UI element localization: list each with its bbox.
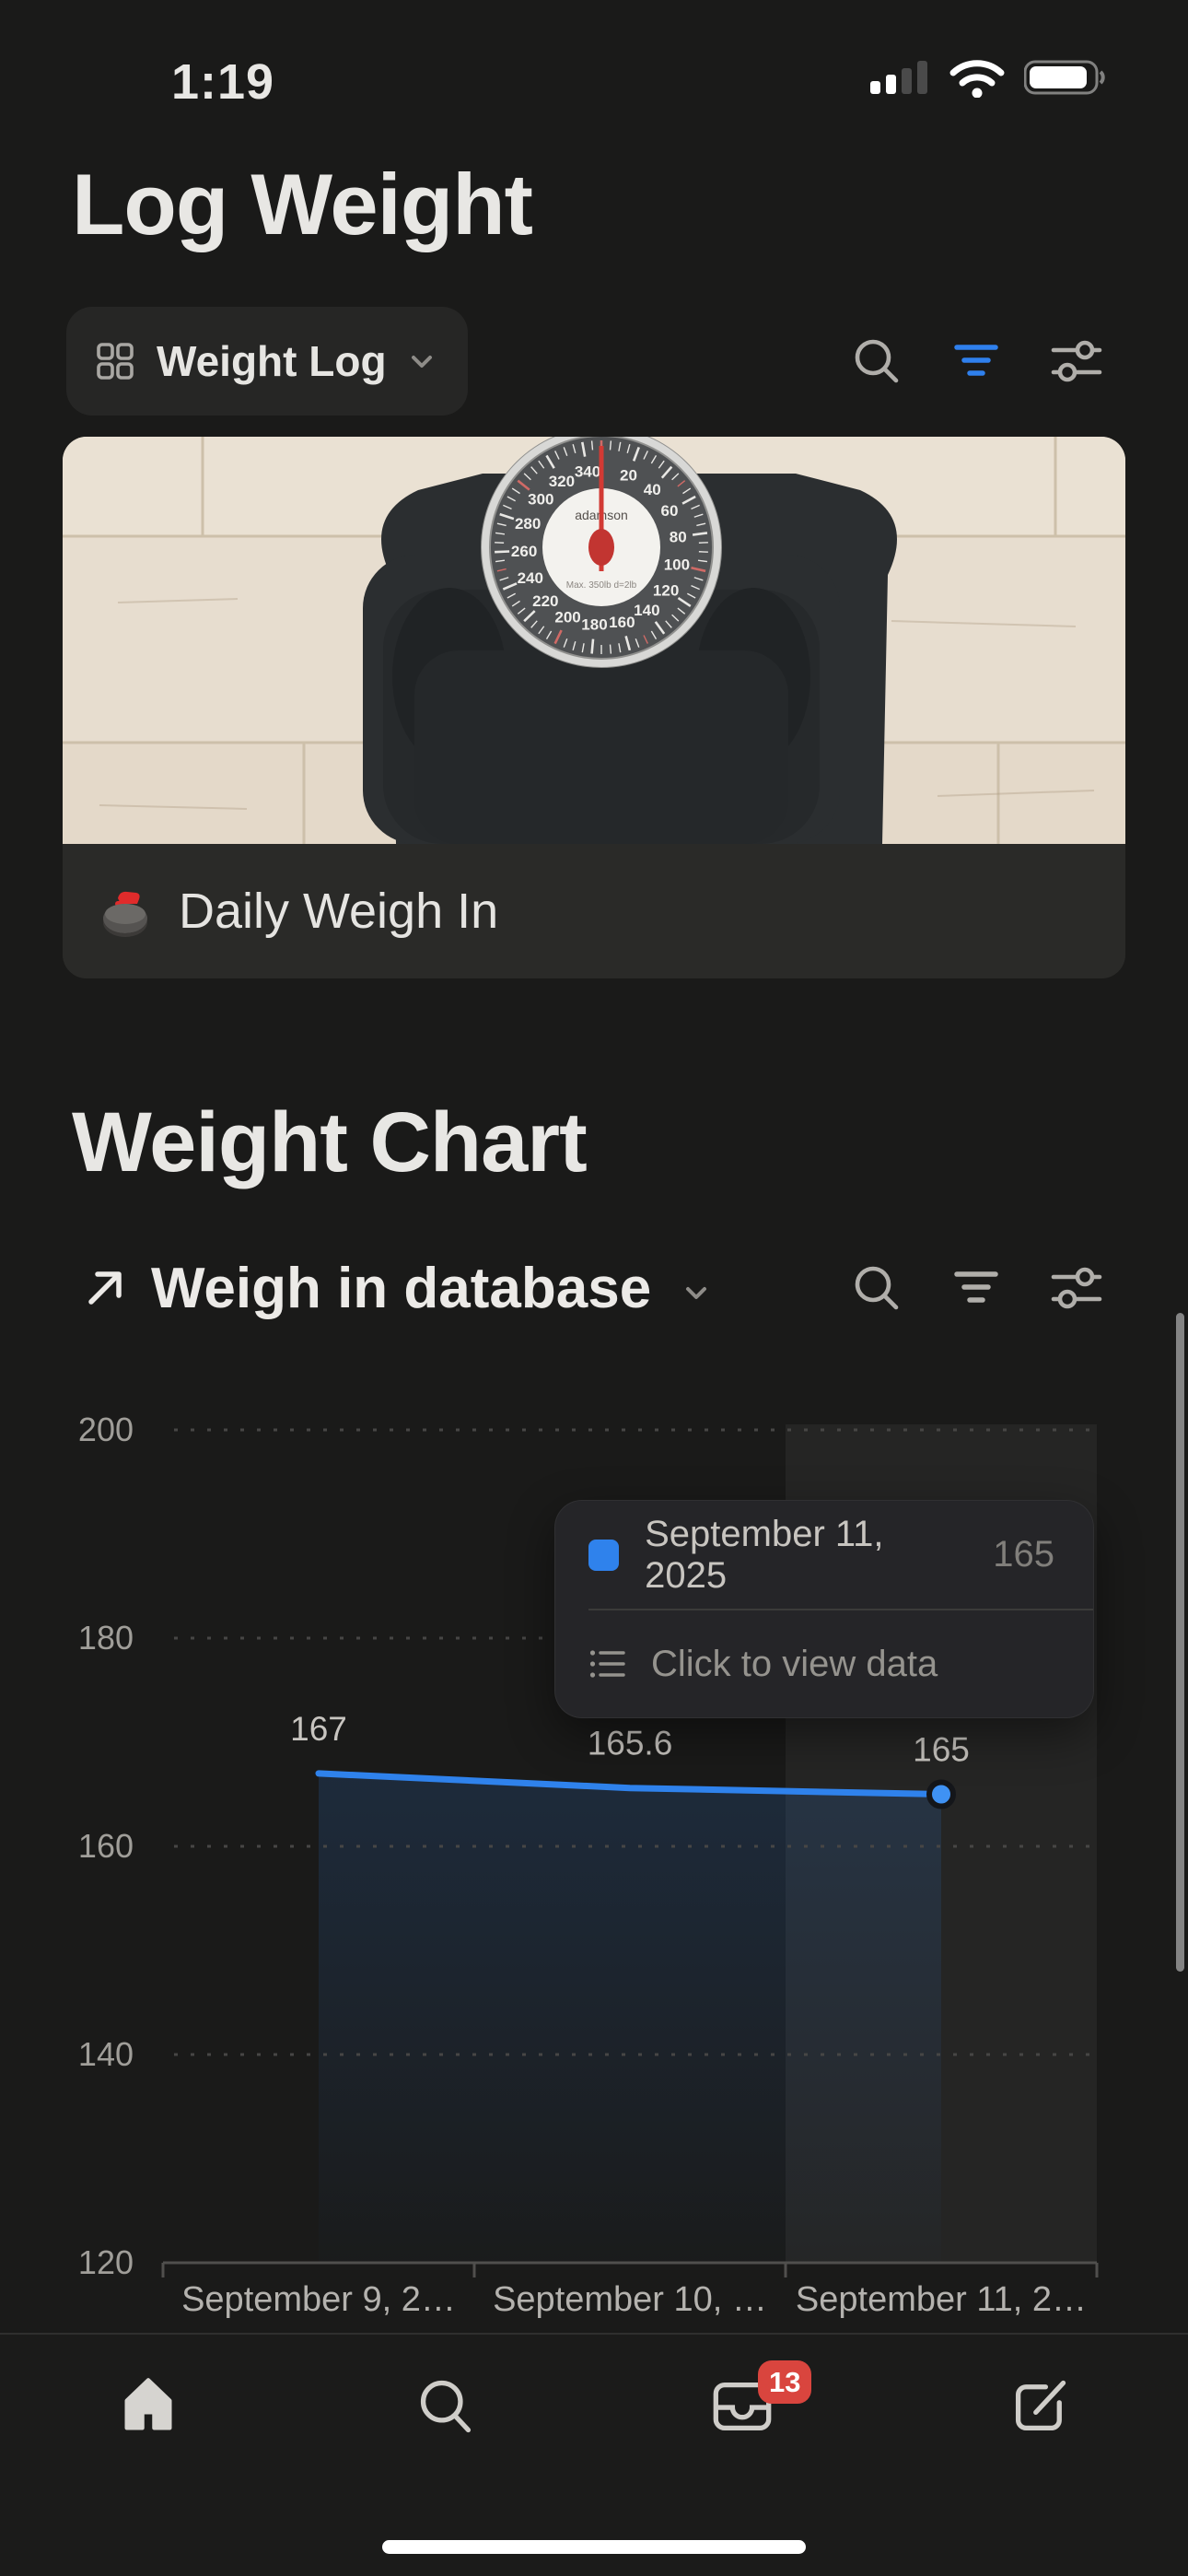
- weight-line-chart[interactable]: 200 180 160 140 120 September 9, 2… September …: [0, 1373, 1188, 2331]
- svg-text:260: 260: [511, 543, 537, 560]
- status-icons: [869, 57, 1109, 98]
- svg-text:60: 60: [661, 502, 679, 520]
- linked-database-label: Weigh in database: [151, 1256, 652, 1320]
- inbox-badge: 13: [758, 2360, 812, 2404]
- svg-text:September 11, 2…: September 11, 2…: [796, 2280, 1087, 2319]
- log-toolbar: [851, 335, 1103, 387]
- gallery-card-daily-weigh-in[interactable]: 20 40 60 80 100 120 140 160 180 200 220 240 260 280 30…: [63, 437, 1125, 978]
- cellular-signal-icon: [870, 61, 927, 94]
- log-controls-row: Weight Log: [0, 306, 1188, 416]
- card-caption-row: Daily Weigh In: [63, 844, 1125, 978]
- svg-text:160: 160: [609, 614, 635, 631]
- view-switcher-label: Weight Log: [157, 337, 387, 385]
- home-icon: [124, 2378, 172, 2430]
- chevron-down-icon: [686, 1287, 707, 1299]
- tooltip-view-data-action[interactable]: Click to view data: [555, 1610, 1093, 1717]
- svg-text:200: 200: [554, 609, 580, 626]
- view-switcher-weight-log[interactable]: Weight Log: [66, 307, 468, 416]
- svg-text:240: 240: [518, 569, 543, 587]
- svg-text:140: 140: [78, 2035, 134, 2073]
- svg-text:September 9, 2…: September 9, 2…: [181, 2280, 456, 2319]
- svg-text:340: 340: [575, 463, 600, 480]
- svg-text:20: 20: [620, 466, 637, 484]
- tooltip-date: September 11, 2025: [645, 1513, 884, 1596]
- wifi-icon: [949, 60, 1005, 98]
- compose-icon: [1015, 2380, 1066, 2431]
- series-swatch: [588, 1539, 620, 1571]
- nav-compose[interactable]: [891, 2335, 1188, 2576]
- svg-text:120: 120: [653, 581, 679, 599]
- linked-database-weigh-in[interactable]: Weigh in database: [81, 1256, 712, 1321]
- nav-home[interactable]: [0, 2335, 297, 2576]
- filter-icon[interactable]: [950, 1262, 1002, 1314]
- search-icon: [420, 2380, 471, 2433]
- arrow-up-right-icon: [88, 1271, 122, 1305]
- chart-toolbar: [851, 1262, 1103, 1314]
- svg-text:165.6: 165.6: [588, 1725, 673, 1762]
- chart-controls-row: Weigh in database: [0, 1233, 1188, 1343]
- svg-text:140: 140: [634, 602, 659, 619]
- dial-note: Max. 350lb d=2lb: [566, 580, 637, 591]
- bottom-nav: 13: [0, 2333, 1188, 2576]
- search-icon[interactable]: [851, 335, 903, 387]
- svg-text:300: 300: [528, 491, 553, 509]
- chevron-down-icon: [411, 356, 432, 368]
- svg-text:100: 100: [664, 556, 690, 574]
- gallery-view-icon: [97, 343, 134, 380]
- nav-inbox[interactable]: 13: [594, 2335, 891, 2576]
- status-time: 1:19: [171, 54, 275, 110]
- filter-icon-active[interactable]: [950, 335, 1002, 387]
- svg-text:200: 200: [78, 1411, 134, 1448]
- bulleted-list-icon: [589, 1650, 625, 1678]
- svg-text:120: 120: [78, 2243, 134, 2281]
- svg-text:280: 280: [515, 515, 541, 533]
- chart-tooltip: September 11, 2025 165 Click to view dat…: [554, 1500, 1094, 1718]
- svg-text:220: 220: [532, 592, 558, 610]
- page-title: Log Weight: [72, 156, 533, 252]
- svg-text:80: 80: [670, 529, 687, 546]
- tooltip-point-row: September 11, 2025 165: [555, 1501, 1093, 1609]
- sliders-icon[interactable]: [1050, 1262, 1103, 1314]
- weight-chart-heading: Weight Chart: [72, 1095, 588, 1189]
- tooltip-action-label: Click to view data: [651, 1643, 938, 1684]
- home-indicator[interactable]: [382, 2540, 806, 2554]
- tooltip-value: 165: [993, 1534, 1054, 1575]
- sliders-icon[interactable]: [1050, 335, 1103, 387]
- nav-search[interactable]: [297, 2335, 595, 2576]
- battery-icon: [1024, 60, 1105, 95]
- card-caption: Daily Weigh In: [179, 884, 499, 939]
- svg-text:180: 180: [78, 1619, 134, 1657]
- svg-text:160: 160: [78, 1827, 134, 1865]
- curling-stone-emoji-icon: [103, 891, 147, 937]
- scrollbar-thumb[interactable]: [1176, 1313, 1184, 1972]
- svg-text:167: 167: [290, 1710, 347, 1748]
- tooltip-divider: [588, 1609, 1093, 1610]
- svg-text:40: 40: [644, 481, 661, 498]
- svg-text:165: 165: [913, 1731, 970, 1769]
- search-icon[interactable]: [851, 1262, 903, 1314]
- svg-text:September 10, …: September 10, …: [493, 2280, 767, 2319]
- svg-text:180: 180: [581, 616, 607, 634]
- svg-text:320: 320: [549, 473, 575, 490]
